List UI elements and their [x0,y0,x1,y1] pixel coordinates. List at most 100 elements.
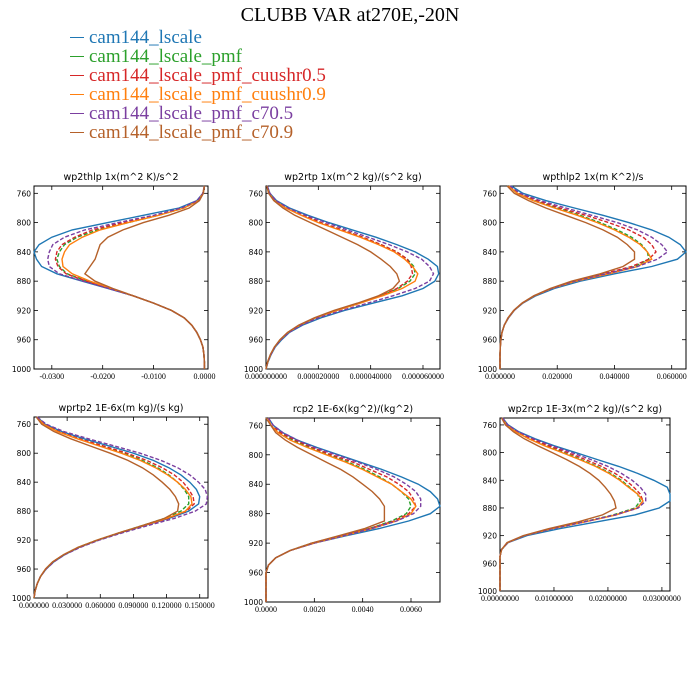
plot-title: wp2thlp 1x(m^2 K)/s^2 [63,172,178,183]
plot-title: wprtp2 1E-6x(m kg)/(s kg) [59,403,184,414]
series-line [499,185,636,369]
x-tick-label: -0.0200 [90,372,115,381]
series-line [265,185,401,370]
x-tick-label: 0.0000 [193,372,215,381]
series-line [33,416,180,599]
legend-swatch [70,75,84,76]
x-tick-label: -0.0100 [141,372,166,381]
series-line [265,417,386,602]
y-tick-label: 880 [483,504,498,513]
series-line [265,185,416,370]
x-tick-label: 0.060000 [657,372,687,381]
plot-panel: wp2thlp 1x(m^2 K)/s^2 760 800 840 880 920 960 1… [12,172,216,381]
plot-panel: wpthlp2 1x(m K^2)/s 760 800 840 880 920 960 100… [478,172,687,381]
x-tick-label: -0.0300 [39,372,64,381]
y-tick-label: 920 [249,539,264,548]
series-line [33,416,195,599]
x-tick-label: 0.03000000 [643,594,681,603]
legend-entry: cam144_lscale_pmf [70,47,326,66]
x-tick-label: 0.090000 [118,601,148,610]
y-tick-label: 800 [483,449,498,458]
plot-panel: wp2rcp 1E-3x(m^2 kg)/(s^2 kg) 760 800 840 88… [478,404,681,603]
y-tick-label: 960 [483,336,498,345]
series-line [61,185,206,369]
plot-frame [33,185,209,370]
legend-entry: cam144_lscale_pmf_c70.9 [70,123,326,142]
legend-label: cam144_lscale_pmf_cuushr0.5 [89,65,326,86]
y-tick-label: 1000 [244,365,263,374]
series-line [33,416,190,599]
legend-entry: cam144_lscale [70,28,326,47]
series-line [499,185,650,369]
y-tick-label: 760 [483,421,498,430]
y-tick-label: 800 [249,451,264,460]
y-tick-label: 880 [483,277,498,286]
legend-entry: cam144_lscale_pmf_cuushr0.5 [70,66,326,85]
plot-title: wp2rtp 1x(m^2 kg)/(s^2 kg) [284,172,422,183]
y-tick-label: 880 [249,277,264,286]
plot-panel: wp2rtp 1x(m^2 kg)/(s^2 kg) 760 800 840 880 92… [244,172,444,381]
y-tick-label: 800 [249,219,264,228]
x-tick-label: 0.000000 [485,372,515,381]
series-line [46,185,206,369]
y-tick-label: 960 [249,336,264,345]
series-line [83,185,206,369]
y-tick-label: 800 [17,219,32,228]
legend-label: cam144_lscale_pmf [89,46,243,67]
series-line [33,185,206,369]
y-tick-label: 760 [17,189,32,198]
plot-frame [265,185,441,370]
series-line [33,416,201,599]
y-tick-label: 760 [483,189,498,198]
y-tick-label: 1000 [12,594,31,603]
y-tick-label: 960 [249,569,264,578]
y-tick-label: 840 [17,478,32,487]
y-tick-label: 840 [483,248,498,257]
x-tick-label: 0.000040000 [350,372,392,381]
x-tick-label: 0.01000000 [535,594,573,603]
x-tick-label: 0.000020000 [297,372,339,381]
legend-label: cam144_lscale [89,27,202,48]
series-line [54,185,206,369]
legend-swatch [70,132,84,133]
legend-entry: cam144_lscale_pmf_cuushr0.9 [70,85,326,104]
series-line [265,417,422,602]
plot-frame [33,416,209,599]
y-tick-label: 800 [17,449,32,458]
y-tick-label: 760 [249,421,264,430]
plot-panel: wprtp2 1E-6x(m kg)/(s kg) 760 800 840 880 920… [12,403,215,610]
y-tick-label: 1000 [478,365,497,374]
plot-title: wp2rcp 1E-3x(m^2 kg)/(s^2 kg) [508,404,662,415]
y-tick-label: 960 [17,336,32,345]
legend-label: cam144_lscale_pmf_c70.5 [89,103,294,124]
x-tick-label: 0.040000 [599,372,629,381]
series-line [499,185,657,369]
x-tick-label: 0.030000 [52,601,82,610]
legend-entry: cam144_lscale_pmf_c70.5 [70,104,326,123]
y-tick-label: 920 [483,306,498,315]
y-tick-label: 840 [249,480,264,489]
x-tick-label: 0.02000000 [589,594,627,603]
figure-title: CLUBB VAR at270E,-20N [240,4,460,26]
y-tick-label: 920 [483,532,498,541]
y-tick-label: 880 [249,510,264,519]
plot-title: rcp2 1E-6x(kg^2)/(kg^2) [293,404,413,415]
legend-swatch [70,113,84,114]
legend-swatch [70,37,84,38]
x-tick-label: 0.00000000 [481,594,519,603]
x-tick-label: 0.120000 [152,601,182,610]
x-tick-label: 0.060000 [85,601,115,610]
x-tick-label: 0.0020 [303,605,325,614]
series-line [265,185,414,370]
series-line [499,417,647,591]
series-line [499,417,617,591]
x-tick-label: 0.0040 [352,605,374,614]
series-line [265,417,412,602]
plot-frame [265,417,441,603]
series-line [499,417,644,591]
y-tick-label: 840 [249,248,264,257]
series-line [265,417,417,602]
legend-swatch [70,56,84,57]
y-tick-label: 960 [17,565,32,574]
plot-title: wpthlp2 1x(m K^2)/s [542,172,643,183]
